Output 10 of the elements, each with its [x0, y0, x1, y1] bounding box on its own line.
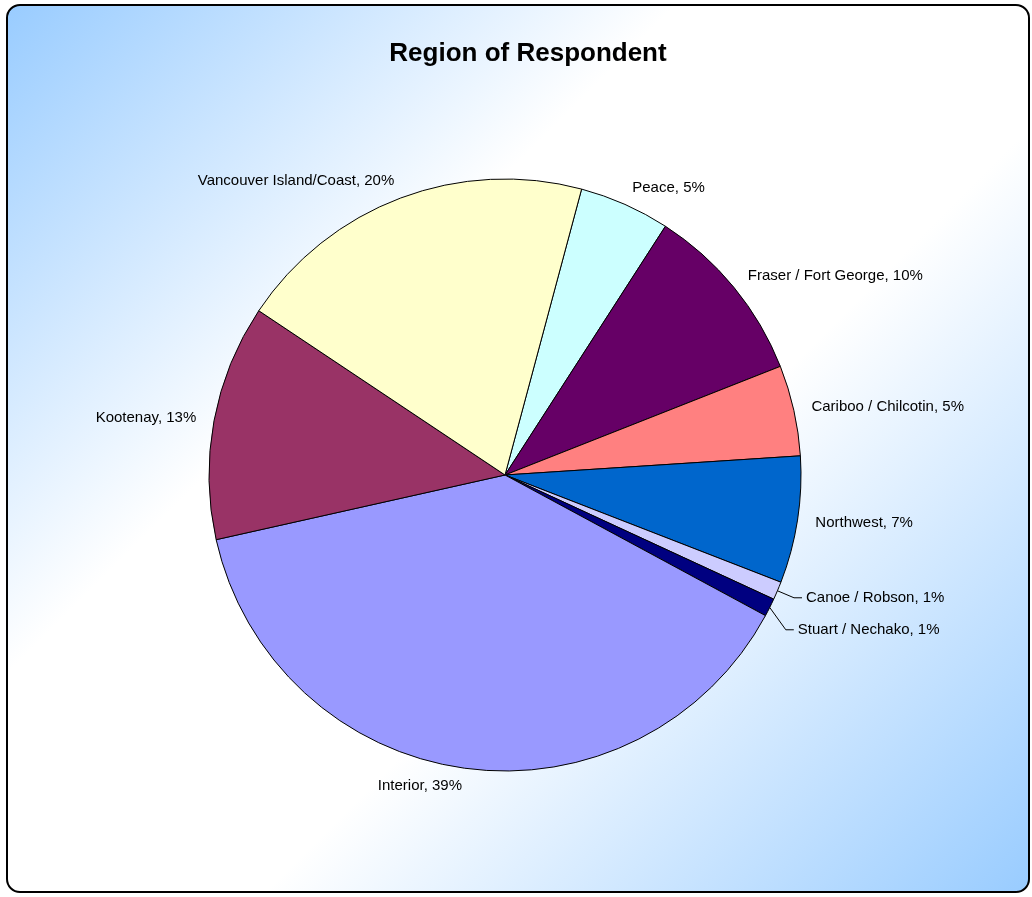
slice-label: Canoe / Robson, 1% [806, 587, 945, 605]
slice-label: Northwest, 7% [815, 512, 913, 530]
slice-label: Peace, 5% [632, 178, 705, 196]
slice-label: Stuart / Nechako, 1% [797, 619, 940, 637]
slice-label: Cariboo / Chilcotin, 5% [811, 396, 964, 414]
slice-label: Interior, 39% [377, 776, 462, 794]
slice-label: Fraser / Fort George, 10% [747, 266, 923, 284]
chart-title: Region of Respondent [389, 37, 667, 68]
slice-label: Kootenay, 13% [95, 407, 197, 425]
slice-label: Vancouver Island/Coast, 20% [197, 171, 395, 189]
